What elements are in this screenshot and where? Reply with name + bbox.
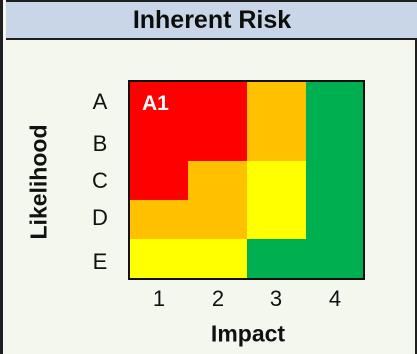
y-tick-c: C — [92, 168, 108, 193]
y-tick-a: A — [92, 89, 108, 114]
region-medium-high-orange — [129, 81, 306, 239]
cell-a1-label: A1 — [142, 92, 169, 115]
matrix-border — [128, 80, 365, 280]
x-tick-1: 1 — [152, 286, 166, 311]
panel-title: Inherent Risk — [6, 0, 417, 40]
y-tick-d: D — [92, 205, 108, 230]
x-tick-3: 3 — [269, 286, 283, 311]
y-axis-label: Likelihood — [25, 124, 52, 240]
region-low-green — [247, 81, 364, 279]
y-tick-e: E — [92, 249, 108, 274]
region-high-red — [129, 81, 247, 200]
x-axis-label: Impact — [210, 320, 286, 347]
x-tick-2: 2 — [211, 286, 225, 311]
risk-matrix-grid — [128, 80, 365, 280]
region-medium-yellow — [129, 161, 306, 279]
y-tick-b: B — [92, 131, 108, 156]
x-tick-4: 4 — [328, 286, 342, 311]
